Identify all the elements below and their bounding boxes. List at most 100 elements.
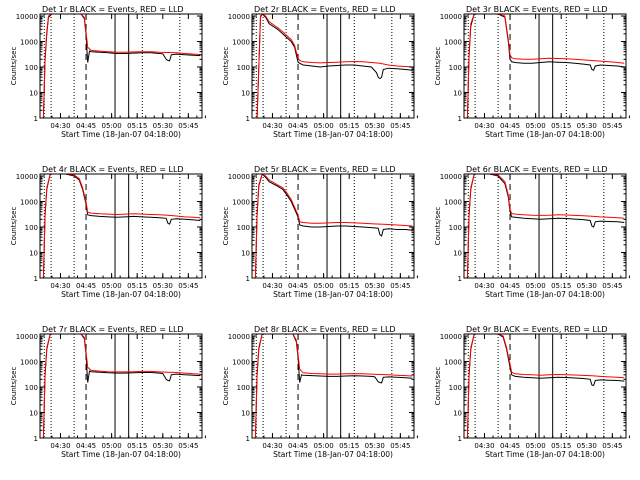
series-line-events: [40, 174, 201, 278]
y-tick-label: 10: [241, 250, 250, 258]
series-line-lld: [40, 14, 201, 118]
y-tick-label: 1: [246, 435, 250, 443]
x-tick-label: 05:45: [390, 282, 410, 290]
x-tick-label: 05:00: [526, 282, 546, 290]
y-tick-label: 1000: [444, 39, 462, 47]
x-tick-label: 05:00: [102, 282, 122, 290]
x-tick-label: 05:45: [602, 282, 622, 290]
y-axis-label: Counts/sec: [222, 367, 230, 406]
y-axis-label: Counts/sec: [434, 207, 442, 246]
detector-panel-9: Det 9r BLACK = Events, RED = LLD 1 10 100 10…: [434, 325, 630, 459]
y-tick-label: 100: [449, 384, 462, 392]
panel-title: Det 3r BLACK = Events, RED = LLD: [466, 5, 608, 14]
y-tick-label: 1000: [232, 359, 250, 367]
y-tick-label: 10: [453, 410, 462, 418]
y-tick-label: 1000: [232, 199, 250, 207]
y-tick-label: 10: [453, 250, 462, 258]
x-tick-label: 05:00: [314, 442, 334, 450]
plot-frame: [463, 173, 627, 279]
x-tick-label: 05:45: [390, 442, 410, 450]
plot-frame: [463, 13, 627, 119]
detector-panel-7: Det 7r BLACK = Events, RED = LLD 1 10 100 10…: [10, 325, 206, 459]
plot-frame: [39, 13, 203, 119]
detector-panel-3: Det 3r BLACK = Events, RED = LLD 1 10 100 10…: [434, 5, 630, 139]
x-axis-label: Start Time (18-Jan-07 04:18:00): [273, 130, 393, 139]
series-line-events: [40, 14, 201, 118]
x-axis-label: Start Time (18-Jan-07 04:18:00): [61, 450, 181, 459]
plot-frame: [39, 173, 203, 279]
x-tick-label: 05:45: [390, 122, 410, 130]
y-tick-label: 100: [237, 64, 250, 72]
y-tick-label: 100: [449, 64, 462, 72]
x-tick-label: 04:45: [76, 282, 96, 290]
x-axis-label: Start Time (18-Jan-07 04:18:00): [61, 130, 181, 139]
series-line-events: [40, 334, 201, 438]
x-tick-label: 04:30: [50, 122, 70, 130]
y-tick-label: 10: [241, 90, 250, 98]
y-tick-label: 1: [246, 275, 250, 283]
series-line-events: [252, 174, 413, 278]
y-tick-label: 1: [458, 115, 462, 123]
panel-title: Det 1r BLACK = Events, RED = LLD: [42, 5, 184, 14]
x-tick-label: 05:15: [339, 282, 359, 290]
x-tick-label: 04:30: [474, 122, 494, 130]
x-tick-label: 05:00: [526, 122, 546, 130]
plot-frame: [251, 333, 415, 439]
detector-panel-4: Det 4r BLACK = Events, RED = LLD 1 10 100 10…: [10, 165, 206, 299]
plot-frame: [251, 13, 415, 119]
panel-title: Det 2r BLACK = Events, RED = LLD: [254, 5, 396, 14]
detector-panel-1: Det 1r BLACK = Events, RED = LLD 1 10 100 10…: [10, 5, 206, 139]
x-tick-label: 05:30: [153, 122, 173, 130]
x-axis-label: Start Time (18-Jan-07 04:18:00): [485, 450, 605, 459]
y-tick-label: 10000: [16, 333, 38, 341]
x-tick-label: 05:15: [127, 282, 147, 290]
x-tick-label: 05:30: [577, 442, 597, 450]
panel-title: Det 7r BLACK = Events, RED = LLD: [42, 325, 184, 334]
detector-panel-8: Det 8r BLACK = Events, RED = LLD 1 10 100 10…: [222, 325, 418, 459]
x-tick-label: 05:15: [551, 282, 571, 290]
series-line-events: [464, 334, 625, 438]
x-tick-label: 05:00: [314, 122, 334, 130]
x-tick-label: 05:30: [365, 122, 385, 130]
x-tick-label: 05:30: [365, 282, 385, 290]
series-line-lld: [464, 334, 625, 438]
x-tick-label: 05:30: [577, 122, 597, 130]
y-axis-label: Counts/sec: [434, 367, 442, 406]
x-axis-label: Start Time (18-Jan-07 04:18:00): [273, 450, 393, 459]
x-tick-label: 04:30: [50, 282, 70, 290]
x-tick-label: 05:15: [339, 442, 359, 450]
x-tick-label: 05:45: [602, 122, 622, 130]
y-axis-label: Counts/sec: [10, 367, 18, 406]
y-tick-label: 10000: [440, 333, 462, 341]
y-axis-label: Counts/sec: [222, 207, 230, 246]
x-tick-label: 05:15: [127, 442, 147, 450]
series-line-events: [252, 334, 413, 438]
y-tick-label: 1000: [20, 199, 38, 207]
x-tick-label: 05:45: [178, 282, 198, 290]
x-tick-label: 05:00: [102, 442, 122, 450]
y-tick-label: 1000: [20, 39, 38, 47]
plot-frame: [251, 173, 415, 279]
x-tick-label: 05:00: [102, 122, 122, 130]
y-tick-label: 10000: [228, 173, 250, 181]
panel-title: Det 4r BLACK = Events, RED = LLD: [42, 165, 184, 174]
y-tick-label: 100: [237, 384, 250, 392]
y-tick-label: 100: [25, 384, 38, 392]
detector-panel-5: Det 5r BLACK = Events, RED = LLD 1 10 100 10…: [222, 165, 418, 299]
x-tick-label: 05:00: [314, 282, 334, 290]
y-tick-label: 10000: [440, 173, 462, 181]
y-tick-label: 100: [449, 224, 462, 232]
series-line-events: [464, 174, 625, 278]
y-tick-label: 1000: [444, 199, 462, 207]
y-tick-label: 1000: [444, 359, 462, 367]
panel-title: Det 9r BLACK = Events, RED = LLD: [466, 325, 608, 334]
x-tick-label: 04:45: [288, 442, 308, 450]
x-axis-label: Start Time (18-Jan-07 04:18:00): [485, 130, 605, 139]
y-tick-label: 10000: [16, 173, 38, 181]
x-tick-label: 05:00: [526, 442, 546, 450]
x-tick-label: 05:45: [602, 442, 622, 450]
panel-title: Det 5r BLACK = Events, RED = LLD: [254, 165, 396, 174]
y-axis-label: Counts/sec: [434, 47, 442, 86]
y-axis-label: Counts/sec: [10, 47, 18, 86]
